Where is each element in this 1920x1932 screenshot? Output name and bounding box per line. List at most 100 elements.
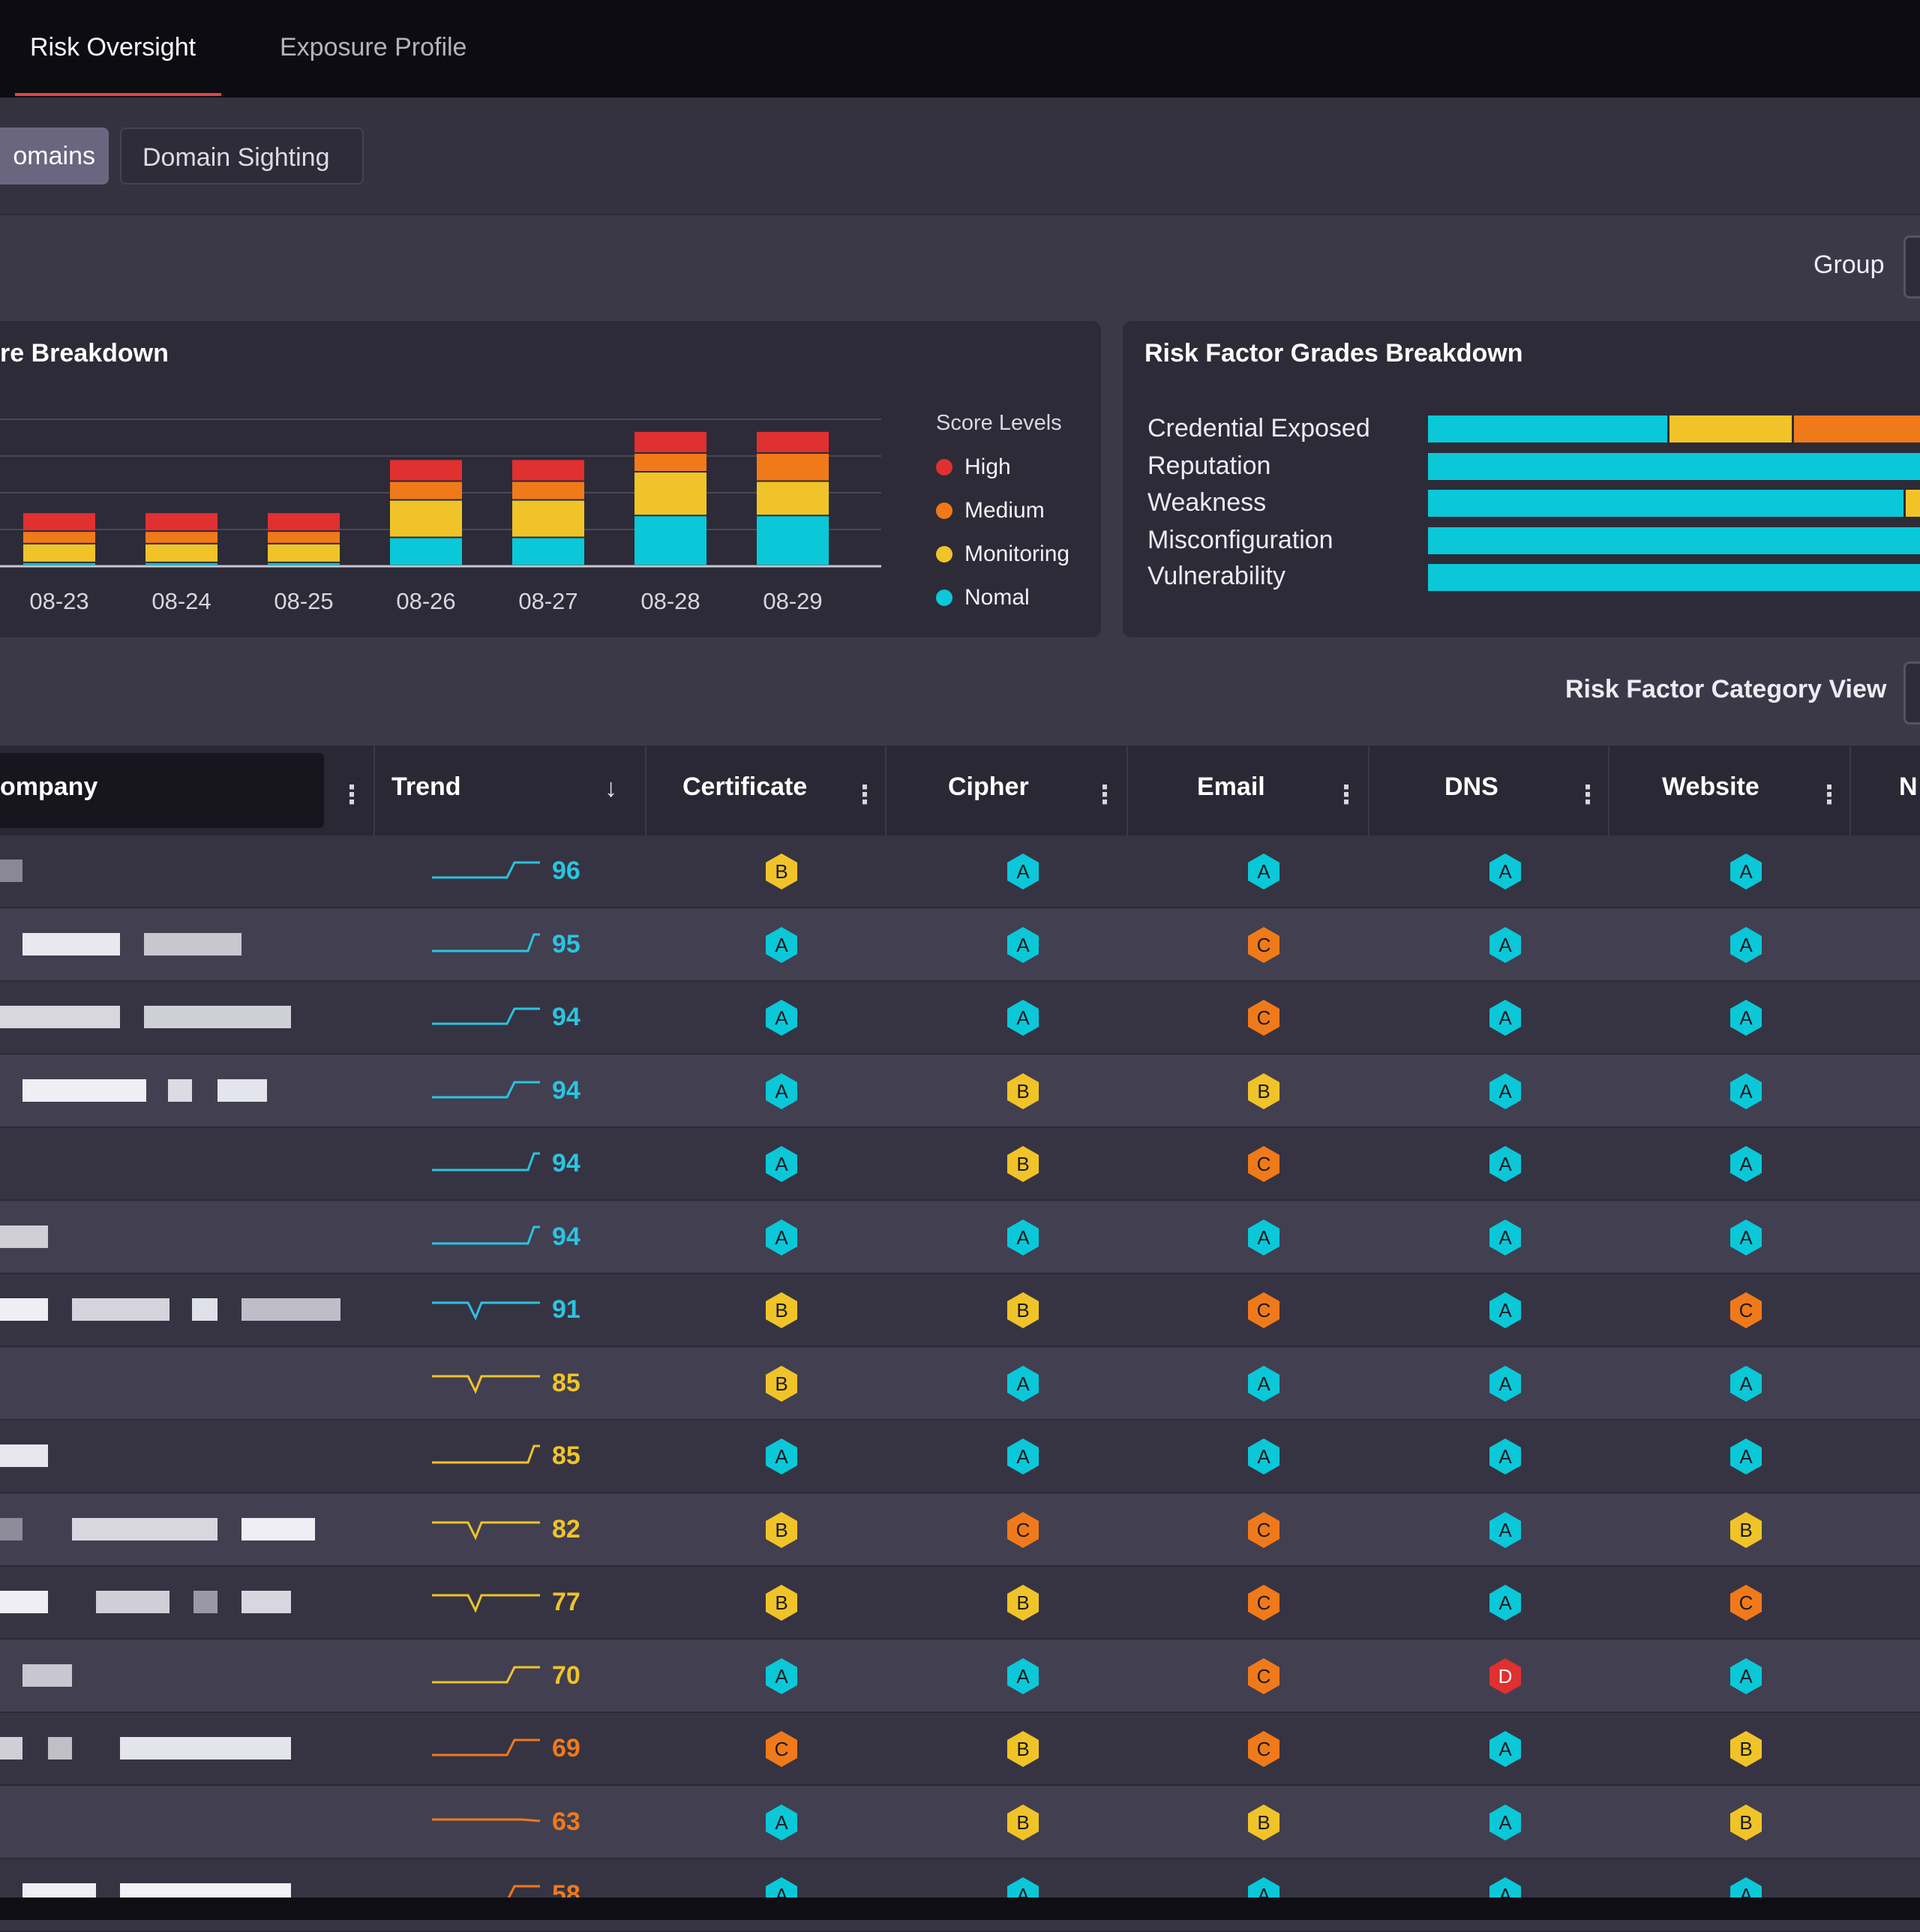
column-header-certificate[interactable]: Certificate — [682, 772, 808, 801]
bar-segment[interactable] — [146, 532, 218, 543]
grade-badge[interactable]: A — [765, 1658, 798, 1695]
column-menu-icon[interactable]: ⋮ — [1575, 780, 1600, 810]
grade-badge[interactable]: A — [1489, 1219, 1522, 1256]
grade-badge[interactable]: A — [1489, 1730, 1522, 1768]
grade-badge[interactable]: A — [1489, 1292, 1522, 1329]
grade-badge[interactable]: C — [1247, 926, 1280, 964]
grade-badge[interactable]: C — [1247, 1658, 1280, 1695]
bar-segment[interactable] — [146, 544, 218, 562]
grade-badge[interactable]: A — [765, 1219, 798, 1256]
grade-badge[interactable]: A — [1730, 926, 1762, 964]
grade-bar[interactable] — [1428, 564, 1920, 591]
grade-badge[interactable]: B — [1006, 1584, 1040, 1622]
grade-badge[interactable]: B — [1730, 1804, 1762, 1841]
group-select[interactable] — [1904, 236, 1920, 298]
bar-segment[interactable] — [512, 482, 584, 500]
grade-badge[interactable]: A — [1006, 1658, 1040, 1695]
category-view-select[interactable] — [1904, 662, 1920, 724]
grade-badge[interactable]: A — [1489, 853, 1522, 890]
grade-badge[interactable]: A — [1730, 1145, 1762, 1183]
table-row[interactable]: 69 C B C A B — [0, 1713, 1920, 1786]
grade-badge[interactable]: A — [1006, 1438, 1040, 1475]
bar-segment[interactable] — [23, 513, 95, 531]
column-header-dns[interactable]: DNS — [1444, 772, 1498, 801]
bar-segment[interactable] — [146, 513, 218, 531]
table-row[interactable]: 70 A A C D A — [0, 1640, 1920, 1713]
grade-badge[interactable]: A — [1489, 926, 1522, 964]
column-menu-icon[interactable]: ⋮ — [1092, 780, 1118, 810]
grade-badge[interactable]: C — [1730, 1292, 1762, 1329]
table-row[interactable]: 63 A B B A B — [0, 1786, 1920, 1859]
bar-segment[interactable] — [390, 482, 462, 500]
grade-badge[interactable]: B — [1006, 1730, 1040, 1768]
bar-segment[interactable] — [512, 500, 584, 537]
grade-badge[interactable]: A — [1247, 1219, 1280, 1256]
bar-segment[interactable] — [268, 544, 340, 562]
bar-segment[interactable] — [512, 538, 584, 566]
grade-badge[interactable]: C — [1006, 1511, 1040, 1549]
grade-badge[interactable]: A — [765, 999, 798, 1036]
bar-segment[interactable] — [757, 431, 829, 452]
table-row[interactable]: 82 B C C A B — [0, 1493, 1920, 1567]
grade-badge[interactable]: B — [1247, 1072, 1280, 1110]
grade-badge[interactable]: A — [765, 1438, 798, 1475]
grade-badge[interactable]: A — [1247, 1365, 1280, 1402]
column-header-company[interactable]: ompany — [0, 772, 98, 801]
grade-badge[interactable]: A — [765, 926, 798, 964]
bar-segment[interactable] — [390, 500, 462, 537]
column-header-next[interactable]: N — [1899, 772, 1918, 801]
bar-segment[interactable] — [757, 516, 829, 565]
grade-badge[interactable]: A — [1489, 1511, 1522, 1549]
grade-bar[interactable] — [1428, 453, 1920, 480]
subtab-domain-sighting[interactable]: Domain Sighting — [120, 128, 364, 184]
grade-badge[interactable]: A — [1247, 1438, 1280, 1475]
table-row[interactable]: 77 B B C A C — [0, 1567, 1920, 1640]
grade-badge[interactable]: B — [1006, 1292, 1040, 1329]
column-header-email[interactable]: Email — [1197, 772, 1265, 801]
table-row[interactable]: 95 A A C A A — [0, 908, 1920, 982]
grade-badge[interactable]: B — [1247, 1804, 1280, 1841]
column-menu-icon[interactable]: ⋮ — [1334, 780, 1359, 810]
column-header-trend[interactable]: Trend — [392, 772, 461, 801]
grade-bar[interactable] — [1428, 490, 1920, 517]
sort-desc-icon[interactable]: ↓ — [604, 774, 617, 802]
grade-badge[interactable]: B — [765, 853, 798, 890]
grade-badge[interactable]: A — [765, 1072, 798, 1110]
grade-badge[interactable]: A — [1730, 1219, 1762, 1256]
column-header-website[interactable]: Website — [1662, 772, 1760, 801]
bar-segment[interactable] — [390, 538, 462, 566]
grade-badge[interactable]: A — [1730, 1658, 1762, 1695]
grade-badge[interactable]: B — [765, 1292, 798, 1329]
grade-badge[interactable]: C — [765, 1730, 798, 1768]
grade-badge[interactable]: A — [765, 1145, 798, 1183]
grade-badge[interactable]: B — [1006, 1072, 1040, 1110]
bar-segment[interactable] — [634, 472, 706, 515]
column-menu-icon[interactable]: ⋮ — [1816, 780, 1842, 810]
table-row[interactable]: 94 A B C A A — [0, 1128, 1920, 1201]
table-row[interactable]: 58 A A A A A — [0, 1859, 1920, 1932]
table-row[interactable]: 85 B A A A A — [0, 1347, 1920, 1420]
grade-bar[interactable] — [1428, 416, 1920, 442]
grade-badge[interactable]: A — [1006, 1365, 1040, 1402]
grade-bar[interactable] — [1428, 527, 1920, 554]
table-row[interactable]: 94 A A C A A — [0, 982, 1920, 1054]
grade-badge[interactable]: C — [1247, 1145, 1280, 1183]
grade-badge[interactable]: A — [1730, 1365, 1762, 1402]
grade-badge[interactable]: B — [1006, 1145, 1040, 1183]
bar-segment[interactable] — [23, 544, 95, 562]
bar-segment[interactable] — [757, 454, 829, 481]
column-menu-icon[interactable]: ⋮ — [852, 780, 878, 810]
grade-badge[interactable]: A — [1489, 1804, 1522, 1841]
grade-badge[interactable]: C — [1247, 1730, 1280, 1768]
grade-badge[interactable]: A — [1489, 1438, 1522, 1475]
company-header-cell[interactable] — [0, 753, 324, 828]
tab-risk-oversight[interactable]: Risk Oversight — [30, 33, 196, 62]
grade-badge[interactable]: A — [1489, 1145, 1522, 1183]
tab-exposure-profile[interactable]: Exposure Profile — [280, 33, 467, 62]
column-header-cipher[interactable]: Cipher — [948, 772, 1029, 801]
grade-badge[interactable]: B — [765, 1365, 798, 1402]
grade-badge[interactable]: A — [1489, 1365, 1522, 1402]
grade-badge[interactable]: B — [1006, 1804, 1040, 1841]
horizontal-scrollbar[interactable] — [0, 1898, 1920, 1920]
bar-segment[interactable] — [634, 454, 706, 471]
